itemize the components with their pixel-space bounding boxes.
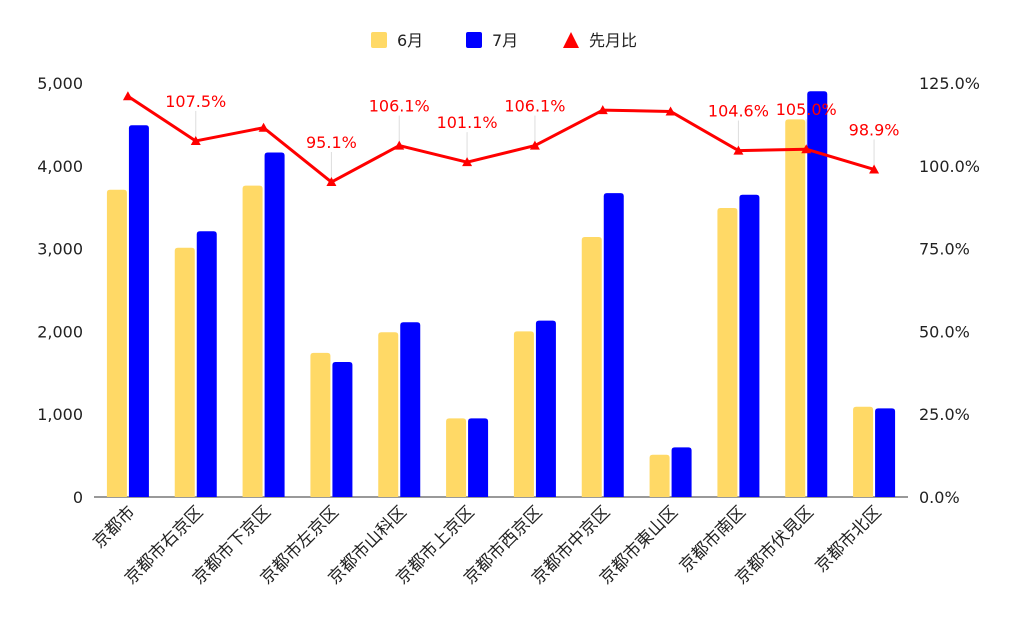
bar-july — [603, 193, 624, 497]
bar-june — [785, 119, 806, 497]
y-left-tick-label: 2,000 — [37, 322, 83, 341]
legend-label: 先月比 — [589, 31, 637, 50]
line-point-marker — [462, 157, 473, 167]
bar-june — [649, 454, 670, 497]
bar-june — [378, 332, 399, 497]
x-category-label: 京都市 — [89, 502, 139, 552]
bar-june — [581, 237, 602, 497]
line-series-ratio — [127, 94, 875, 184]
y-right-tick-label: 125.0% — [919, 74, 980, 93]
line-point-marker — [869, 164, 880, 174]
bar-june — [853, 406, 874, 497]
line-point-marker — [326, 177, 337, 187]
y-right-tick-label: 0.0% — [919, 488, 960, 507]
bar-july — [332, 362, 353, 497]
y-left-tick-label: 0 — [73, 488, 83, 507]
bar-july — [400, 322, 421, 497]
bar-june — [513, 331, 534, 497]
legend-swatch-3 — [563, 32, 579, 48]
data-label: 106.1% — [369, 97, 430, 116]
y-left-tick-label: 4,000 — [37, 157, 83, 176]
y-left-tick-label: 1,000 — [37, 405, 83, 424]
y-left-tick-label: 5,000 — [37, 74, 83, 93]
bar-july — [468, 418, 489, 497]
x-category-label: 京都市南区 — [676, 502, 750, 576]
legend-swatch-2 — [466, 32, 482, 48]
bar-june — [446, 418, 467, 497]
bar-july — [807, 91, 828, 497]
y-left-tick-label: 3,000 — [37, 240, 83, 259]
bar-june — [717, 208, 738, 497]
data-label: 104.6% — [708, 102, 769, 121]
data-label: 105.0% — [776, 100, 837, 119]
data-label: 98.9% — [849, 120, 900, 139]
line-point-marker — [597, 105, 608, 115]
bar-july — [739, 194, 760, 497]
legend-label: 7月 — [492, 31, 518, 50]
legend-swatch-1 — [371, 32, 387, 48]
bar-june — [310, 352, 331, 497]
bar-june — [106, 189, 127, 497]
line-point-marker — [733, 145, 744, 155]
data-label: 95.1% — [306, 133, 357, 152]
line-point-marker — [665, 106, 676, 116]
line-point-marker — [190, 135, 201, 145]
bar-july — [264, 152, 285, 497]
line-point-marker — [529, 140, 540, 150]
x-category-label: 京都市北区 — [811, 502, 885, 576]
y-right-tick-label: 75.0% — [919, 240, 970, 259]
line-point-marker — [258, 122, 269, 132]
legend-label: 6月 — [397, 31, 423, 50]
y-right-tick-label: 50.0% — [919, 322, 970, 341]
line-point-marker — [394, 140, 405, 150]
bar-july — [128, 125, 149, 497]
bar-july — [875, 408, 896, 497]
data-label: 107.5% — [165, 92, 226, 111]
y-right-tick-label: 100.0% — [919, 157, 980, 176]
bar-june — [242, 185, 263, 497]
bar-july — [196, 231, 217, 497]
bar-july — [535, 320, 556, 497]
line-point-marker — [122, 91, 133, 101]
data-label: 106.1% — [504, 97, 565, 116]
data-label: 101.1% — [437, 113, 498, 132]
bar-june — [174, 247, 195, 497]
y-right-tick-label: 25.0% — [919, 405, 970, 424]
bar-july — [671, 447, 692, 497]
line-point-marker — [801, 144, 812, 154]
